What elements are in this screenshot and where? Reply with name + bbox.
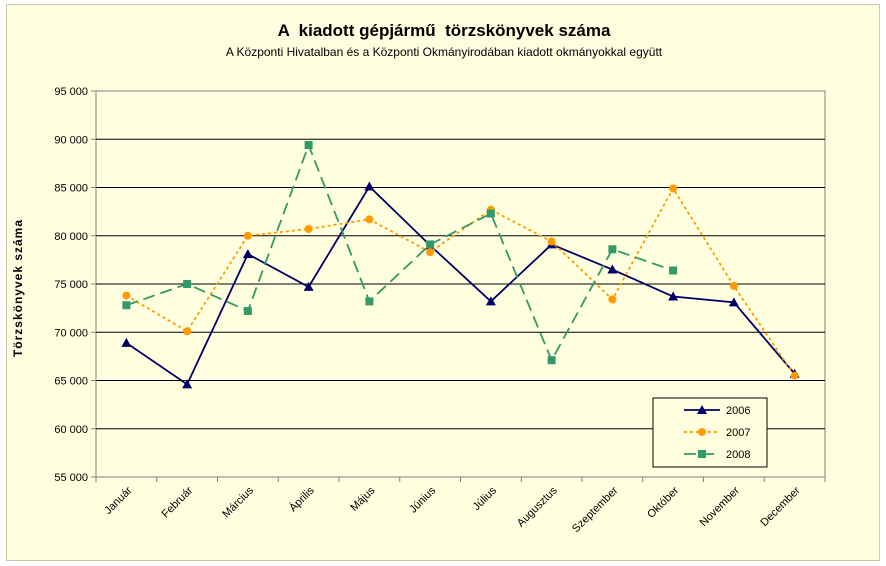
data-point: [426, 240, 435, 249]
y-tick-label: 55 000: [54, 472, 88, 484]
data-point: [426, 248, 435, 257]
data-point: [608, 245, 617, 254]
series-line: [125, 186, 796, 377]
x-axis-ticks: Január Február Március Április Május Június Jú…: [95, 477, 826, 535]
data-point: [122, 291, 131, 300]
y-tick-label: 95 000: [54, 86, 88, 98]
data-point: [547, 356, 556, 365]
data-point: [243, 307, 252, 316]
y-tick-label: 70 000: [54, 327, 88, 339]
series-group: [121, 141, 800, 389]
y-tick-label: 60 000: [54, 424, 88, 436]
series-2006: [121, 181, 800, 389]
y-tick-label: 80 000: [54, 231, 88, 243]
legend-marker: [698, 450, 706, 458]
data-point: [669, 184, 678, 193]
data-point: [182, 379, 193, 389]
data-point: [122, 301, 131, 310]
data-point: [607, 264, 618, 274]
data-point: [729, 281, 738, 290]
x-tick-label: Március: [220, 484, 256, 520]
legend-marker: [698, 428, 706, 436]
data-point: [608, 295, 617, 304]
y-tick-label: 90 000: [54, 134, 88, 146]
x-tick-label: Április: [286, 484, 317, 515]
data-point: [547, 237, 556, 246]
x-tick-label: Augusztus: [515, 484, 560, 529]
data-point: [242, 249, 253, 259]
legend-label: 2008: [726, 449, 750, 461]
x-tick-label: Július: [471, 484, 500, 513]
data-point: [183, 327, 192, 336]
data-point: [728, 297, 739, 307]
data-point: [485, 296, 496, 306]
x-tick-label: Június: [407, 484, 438, 515]
y-tick-label: 65 000: [54, 376, 88, 388]
data-point: [364, 181, 375, 191]
data-point: [183, 280, 192, 288]
data-point: [304, 224, 313, 233]
series-line: [126, 142, 674, 363]
legend-label: 2006: [726, 405, 750, 417]
data-point: [365, 297, 374, 306]
data-point: [121, 337, 132, 347]
legend-marker: [697, 405, 707, 414]
x-tick-label: December: [758, 484, 803, 529]
series-2007: [122, 184, 799, 380]
y-tick-label: 75 000: [54, 279, 88, 291]
series-line: [125, 185, 796, 386]
y-axis-ticks: 55 000 60 000 65 000 70 000 75 000 80 000 85 0…: [54, 86, 96, 484]
x-tick-label: Január: [102, 484, 135, 517]
chart-subtitle: A Központi Hivatalban és a Központi Okmá…: [225, 45, 663, 59]
y-axis-label: Törzskönyvek száma: [11, 219, 25, 357]
x-tick-label: Szeptember: [570, 484, 621, 535]
series-2008: [122, 141, 678, 365]
data-point: [668, 291, 679, 301]
x-tick-label: Október: [645, 484, 681, 520]
data-point: [304, 141, 313, 150]
x-tick-label: Május: [348, 484, 378, 514]
data-point: [303, 281, 314, 291]
data-point: [790, 371, 799, 380]
data-point: [243, 231, 252, 240]
y-tick-label: 85 000: [54, 183, 88, 195]
data-point: [486, 209, 495, 218]
x-tick-label: Február: [160, 484, 196, 520]
legend-label: 2007: [726, 427, 750, 439]
legend: 2006 2007 2008: [652, 397, 768, 468]
data-point: [365, 215, 374, 224]
data-point: [669, 266, 678, 275]
chart-title: A kiadott gépjármű törzskönyvek száma: [277, 21, 611, 40]
x-tick-label: November: [698, 484, 743, 529]
